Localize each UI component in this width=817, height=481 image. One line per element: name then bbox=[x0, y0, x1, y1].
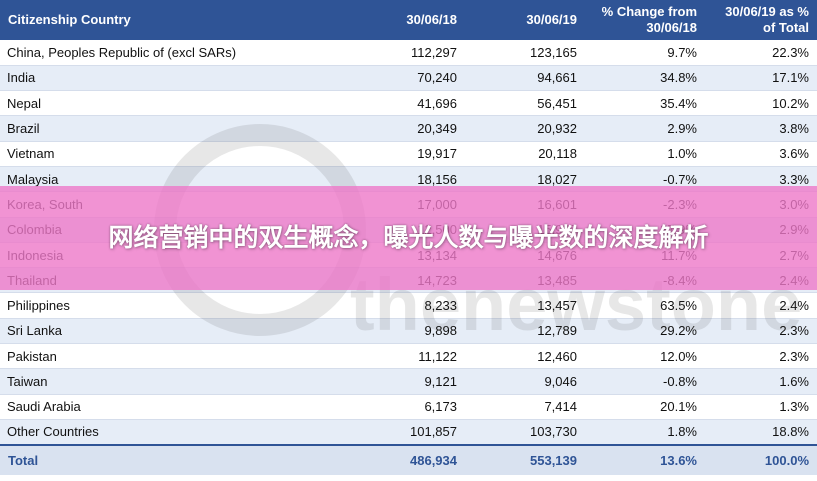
header-citizenship-country: Citizenship Country bbox=[8, 12, 131, 27]
value-2019-cell: 94,661 bbox=[465, 65, 585, 92]
table-row: Other Countries 101,857 103,730 1.8% 18.8% bbox=[0, 419, 817, 446]
title-banner: 网络营销中的双生概念，曝光人数与曝光数的深度解析 bbox=[0, 186, 817, 290]
total-row: Total 486,934 553,139 13.6% 100.0% bbox=[0, 444, 817, 475]
country-cell: China, Peoples Republic of (excl SARs) bbox=[0, 40, 345, 66]
value-2019-cell: 20,932 bbox=[465, 115, 585, 142]
value-2019-cell: 20,118 bbox=[465, 141, 585, 167]
share-cell: 2.4% bbox=[705, 292, 817, 319]
country-cell: Taiwan bbox=[0, 368, 345, 395]
value-2019-cell: 12,789 bbox=[465, 318, 585, 345]
value-2018-cell: 9,898 bbox=[345, 318, 465, 345]
change-cell: -0.8% bbox=[585, 368, 705, 395]
total-change: 13.6% bbox=[660, 452, 697, 468]
share-cell: 1.6% bbox=[705, 368, 817, 395]
value-2019-cell: 56,451 bbox=[465, 90, 585, 117]
value-2018-cell: 9,121 bbox=[345, 368, 465, 395]
value-2018-cell: 20,349 bbox=[345, 115, 465, 142]
total-2019: 553,139 bbox=[530, 452, 577, 468]
value-2019-cell: 123,165 bbox=[465, 40, 585, 66]
table-row: Pakistan 11,122 12,460 12.0% 2.3% bbox=[0, 343, 817, 370]
value-2018-cell: 6,173 bbox=[345, 394, 465, 420]
share-cell: 1.3% bbox=[705, 394, 817, 420]
change-cell: 35.4% bbox=[585, 90, 705, 117]
share-cell: 3.6% bbox=[705, 141, 817, 167]
country-cell: Philippines bbox=[0, 292, 345, 319]
table-header-row: Citizenship Country 30/06/18 30/06/19 % … bbox=[0, 0, 817, 40]
change-cell: 34.8% bbox=[585, 65, 705, 92]
share-cell: 22.3% bbox=[705, 40, 817, 66]
table-row: Nepal 41,696 56,451 35.4% 10.2% bbox=[0, 90, 817, 117]
value-2018-cell: 11,122 bbox=[345, 343, 465, 370]
value-2019-cell: 7,414 bbox=[465, 394, 585, 420]
total-2018: 486,934 bbox=[410, 452, 457, 468]
change-cell: 9.7% bbox=[585, 40, 705, 66]
table-row: Brazil 20,349 20,932 2.9% 3.8% bbox=[0, 115, 817, 142]
country-cell: Other Countries bbox=[0, 419, 345, 446]
country-cell: Vietnam bbox=[0, 141, 345, 167]
header-share-of-total: 30/06/19 as % of Total bbox=[725, 4, 809, 35]
table-row: Vietnam 19,917 20,118 1.0% 3.6% bbox=[0, 141, 817, 167]
country-cell: India bbox=[0, 65, 345, 92]
country-cell: Sri Lanka bbox=[0, 318, 345, 345]
share-cell: 3.8% bbox=[705, 115, 817, 142]
header-change: % Change from 30/06/18 bbox=[601, 4, 697, 35]
value-2018-cell: 8,233 bbox=[345, 292, 465, 319]
country-cell: Nepal bbox=[0, 90, 345, 117]
value-2018-cell: 112,297 bbox=[345, 40, 465, 66]
table-row: Saudi Arabia 6,173 7,414 20.1% 1.3% bbox=[0, 394, 817, 420]
share-cell: 2.3% bbox=[705, 343, 817, 370]
header-2018: 30/06/18 bbox=[406, 12, 457, 27]
change-cell: 2.9% bbox=[585, 115, 705, 142]
change-cell: 12.0% bbox=[585, 343, 705, 370]
value-2019-cell: 9,046 bbox=[465, 368, 585, 395]
value-2019-cell: 13,457 bbox=[465, 292, 585, 319]
value-2019-cell: 12,460 bbox=[465, 343, 585, 370]
value-2018-cell: 101,857 bbox=[345, 419, 465, 446]
share-cell: 10.2% bbox=[705, 90, 817, 117]
value-2018-cell: 41,696 bbox=[345, 90, 465, 117]
change-cell: 20.1% bbox=[585, 394, 705, 420]
change-cell: 29.2% bbox=[585, 318, 705, 345]
country-cell: Saudi Arabia bbox=[0, 394, 345, 420]
total-label: Total bbox=[8, 452, 39, 468]
table-row: China, Peoples Republic of (excl SARs) 11… bbox=[0, 40, 817, 66]
value-2018-cell: 70,240 bbox=[345, 65, 465, 92]
banner-title: 网络营销中的双生概念，曝光人数与曝光数的深度解析 bbox=[108, 223, 709, 252]
value-2018-cell: 19,917 bbox=[345, 141, 465, 167]
share-cell: 2.3% bbox=[705, 318, 817, 345]
header-2019: 30/06/19 bbox=[526, 12, 577, 27]
change-cell: 63.5% bbox=[585, 292, 705, 319]
table-row: Sri Lanka 9,898 12,789 29.2% 2.3% bbox=[0, 318, 817, 345]
value-2019-cell: 103,730 bbox=[465, 419, 585, 446]
table-row: Philippines 8,233 13,457 63.5% 2.4% bbox=[0, 292, 817, 319]
share-cell: 17.1% bbox=[705, 65, 817, 92]
change-cell: 1.8% bbox=[585, 419, 705, 446]
share-cell: 18.8% bbox=[705, 419, 817, 446]
change-cell: 1.0% bbox=[585, 141, 705, 167]
table-row: Taiwan 9,121 9,046 -0.8% 1.6% bbox=[0, 368, 817, 395]
country-cell: Brazil bbox=[0, 115, 345, 142]
country-cell: Pakistan bbox=[0, 343, 345, 370]
total-share: 100.0% bbox=[764, 452, 809, 468]
table-row: India 70,240 94,661 34.8% 17.1% bbox=[0, 65, 817, 92]
